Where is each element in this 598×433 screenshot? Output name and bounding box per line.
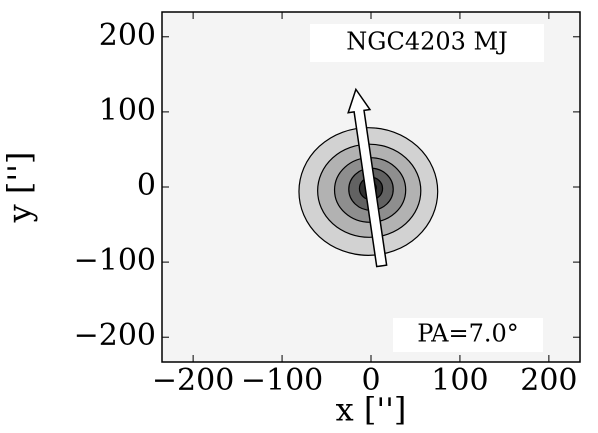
annotation: PA=7.0° [417,320,519,348]
annotation: NGC4203 MJ [346,28,507,56]
x-tick-label: 100 [431,363,488,398]
y-axis-label: y [''] [1,152,39,224]
x-axis-label: x [''] [336,391,407,429]
y-tick-label: −200 [74,318,156,353]
y-tick-label: −100 [74,243,156,278]
annotation-box [393,318,543,352]
x-tick-label: 0 [361,363,380,398]
plot [298,87,439,268]
annotation-box [310,24,544,62]
pa-arrow [347,87,388,268]
x-tick-label: 200 [520,363,577,398]
y-tick-label: 100 [99,93,156,128]
x-tick-label: −200 [152,363,234,398]
x-tick-label: −100 [241,363,323,398]
y-tick-label: 200 [99,18,156,53]
y-tick-label: 0 [137,168,156,203]
